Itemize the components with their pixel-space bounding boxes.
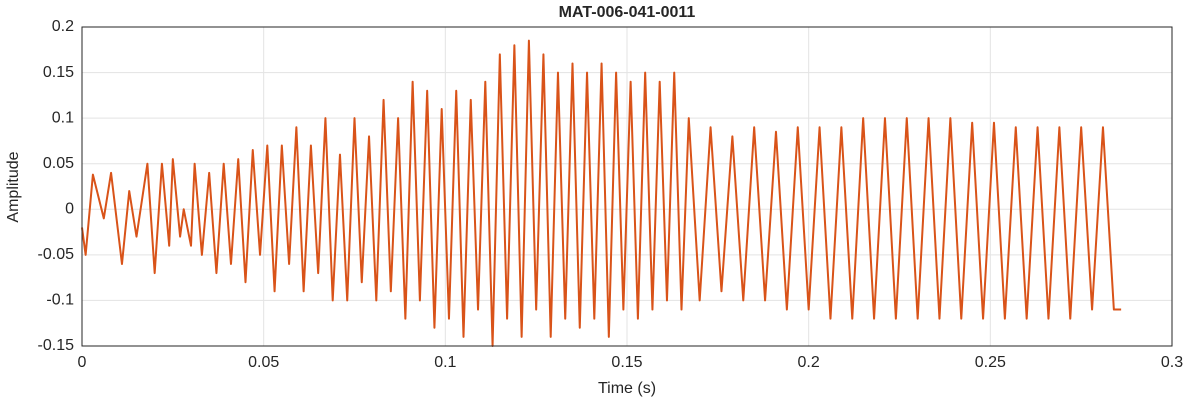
plot-frame (81, 26, 1173, 347)
waveform-line (81, 39, 1122, 347)
y-tick-label: -0.15 (38, 337, 75, 354)
x-tick-label: 0.3 (1161, 354, 1183, 371)
chart-title: MAT-006-041-0011 (559, 4, 696, 21)
x-tick-label: 0 (78, 354, 87, 371)
x-tick-label: 0.05 (248, 354, 279, 371)
y-tick-label: 0.15 (43, 64, 74, 81)
x-tick-label: 0.1 (434, 354, 456, 371)
x-tick-label: 0.2 (798, 354, 820, 371)
y-tick-label: -0.05 (38, 246, 75, 263)
y-tick-label: 0 (65, 201, 74, 218)
x-axis-label: Time (s) (598, 380, 656, 397)
y-axis-label: Amplitude (5, 151, 22, 222)
y-tick-label: -0.1 (46, 292, 74, 309)
y-tick-label: 0.2 (52, 18, 74, 35)
x-tick-label: 0.15 (611, 354, 642, 371)
y-tick-label: 0.1 (52, 109, 74, 126)
x-tick-label: 0.25 (975, 354, 1006, 371)
y-tick-label: 0.05 (43, 155, 74, 172)
